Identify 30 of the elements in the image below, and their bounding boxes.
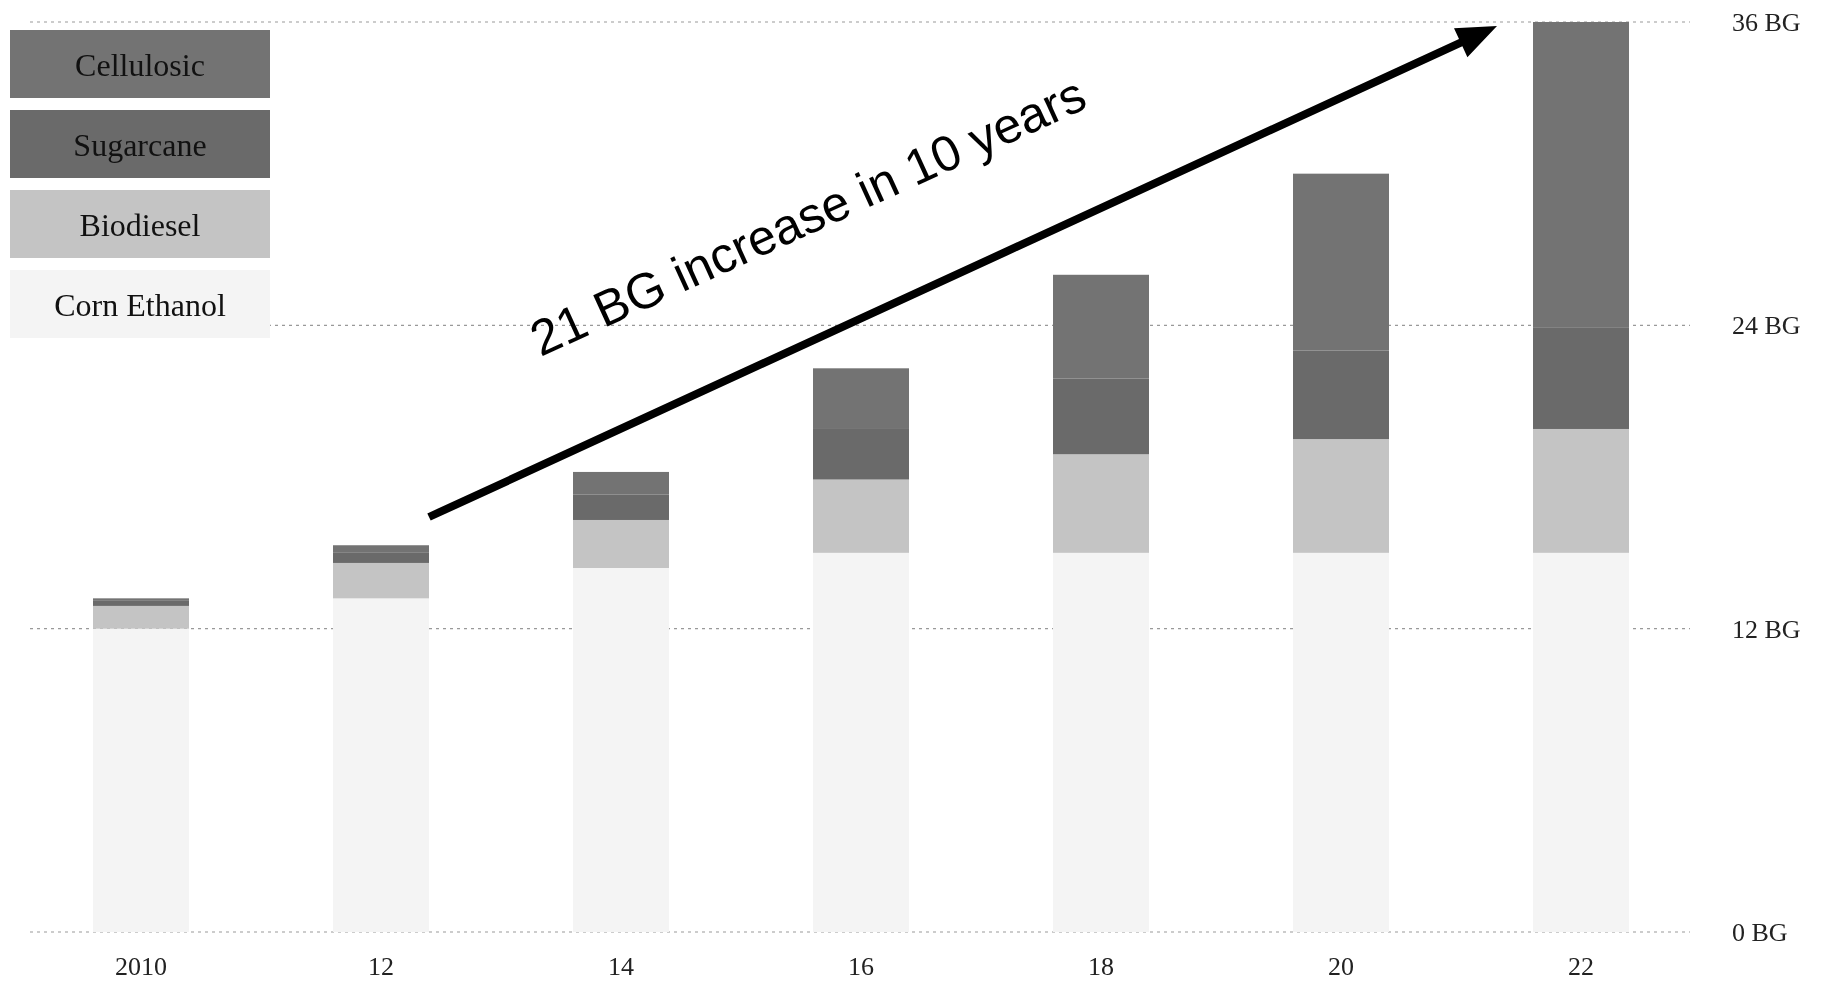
x-tick-label: 14 — [608, 952, 634, 981]
bar — [813, 479, 909, 553]
bar — [93, 605, 189, 629]
x-tick-label: 16 — [848, 952, 874, 981]
bar — [573, 568, 669, 932]
bar — [1053, 552, 1149, 932]
text: Cellulosic — [75, 47, 205, 83]
bar — [813, 552, 909, 932]
bar — [1053, 454, 1149, 553]
x-tick-label: 2010 — [115, 952, 167, 981]
bar — [573, 519, 669, 568]
y-tick-label: 36 BG — [1732, 8, 1801, 38]
bar — [93, 600, 189, 606]
bar — [1533, 428, 1629, 553]
bar — [333, 562, 429, 599]
text: Sugarcane — [73, 127, 207, 163]
bar — [1293, 552, 1389, 932]
bar — [93, 628, 189, 932]
bar — [1293, 439, 1389, 553]
y-tick-label: 24 BG — [1732, 311, 1801, 341]
x-tick-label: 22 — [1568, 952, 1594, 981]
x-tick-label: 12 — [368, 952, 394, 981]
bar — [333, 598, 429, 932]
text: Biodiesel — [79, 207, 201, 243]
text: Corn Ethanol — [54, 287, 226, 323]
x-tick-label: 20 — [1328, 952, 1354, 981]
y-tick-label: 0 BG — [1732, 918, 1788, 948]
y-tick-label: 12 BG — [1732, 614, 1801, 644]
bar — [1533, 552, 1629, 932]
x-tick-label: 18 — [1088, 952, 1114, 981]
